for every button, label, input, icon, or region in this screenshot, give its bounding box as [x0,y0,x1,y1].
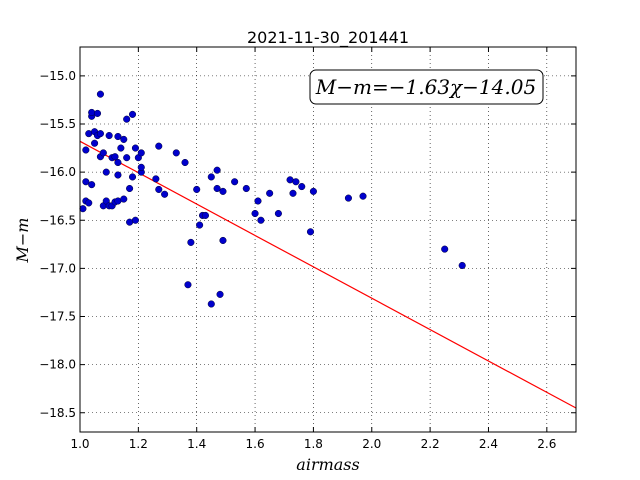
data-point [193,185,201,193]
equation-text: M−m=−1.63χ−14.05 [315,75,536,99]
data-point [266,189,274,197]
y-tick-label: −18.5 [39,406,76,420]
y-tick-label: −17.0 [39,261,76,275]
data-point [289,189,297,197]
data-point [114,158,122,167]
data-point [126,184,134,193]
data-point [128,173,137,181]
data-point [152,175,160,183]
x-axis-label: airmass [296,455,359,474]
data-point [99,149,107,157]
data-point [219,236,227,245]
data-point [216,290,224,298]
axis-ticks: 1.0 1.2 1.4 1.6 1.8 2.0 2.2 2.4 2.6 −15.0 −15.5 −16… [39,47,576,451]
data-point [219,187,227,195]
data-point [187,238,195,246]
data-point [105,132,113,140]
data-point [155,142,163,150]
data-point [298,183,306,191]
data-point [117,144,125,152]
data-point [251,209,259,218]
data-point [131,216,139,224]
data-point [96,90,104,98]
x-tick-label: 1.6 [246,437,265,451]
data-point [213,166,221,174]
equation-box [309,69,544,105]
data-point [306,228,315,236]
data-point [131,144,139,152]
data-point [359,192,367,200]
x-tick-label: 2.6 [537,437,556,451]
data-point [128,110,137,118]
data-points [79,90,466,308]
data-point [213,184,221,193]
data-point [114,132,122,141]
data-point [274,209,282,218]
data-point [93,109,102,117]
y-tick-label: −18.0 [39,358,76,372]
data-point [292,178,300,186]
data-point [111,153,119,161]
data-point [207,173,215,181]
data-point [88,108,96,116]
y-tick-label: −16.5 [39,213,76,227]
data-point [137,163,145,171]
y-tick-label: −17.5 [39,310,76,324]
data-point [123,115,131,123]
data-point [309,187,317,195]
data-point [79,205,87,213]
data-point [123,154,131,162]
data-point [201,211,210,219]
data-point [257,216,265,224]
data-point [82,178,90,186]
data-point [254,197,262,205]
x-tick-label: 2.4 [479,437,498,451]
data-point [120,135,128,143]
fit-line-group [79,140,577,409]
fit-line [79,140,577,409]
x-tick-label: 1.2 [129,437,148,451]
data-point [207,300,215,308]
data-point [231,178,239,186]
data-point [91,139,99,147]
y-tick-label: −16.0 [39,165,76,179]
data-point [184,281,192,289]
y-tick-label: −15.0 [39,69,76,83]
x-tick-label: 1.0 [70,437,89,451]
data-point [196,221,204,229]
y-tick-label: −15.5 [39,117,76,131]
data-point [458,261,466,270]
data-point [161,190,169,198]
x-tick-label: 1.4 [187,437,206,451]
data-point [344,194,352,202]
data-point [102,168,110,176]
data-point [85,199,93,207]
data-point [172,149,180,157]
data-point [82,146,90,154]
y-axis-label: M−m [13,218,32,264]
x-tick-label: 2.2 [421,437,440,451]
x-tick-label: 2.0 [362,437,381,451]
data-point [96,130,104,138]
data-point [114,171,122,179]
equation-annotation: M−m=−1.63χ−14.05 [309,69,544,105]
data-point [181,158,189,167]
data-point [155,185,163,193]
plot-frame [79,46,577,433]
data-point [88,181,96,189]
chart-title: 2021-11-30_201441 [247,28,409,48]
data-point [441,245,449,253]
x-tick-label: 1.8 [304,437,323,451]
data-point [137,149,145,157]
data-point [242,184,250,193]
data-point [120,195,128,203]
